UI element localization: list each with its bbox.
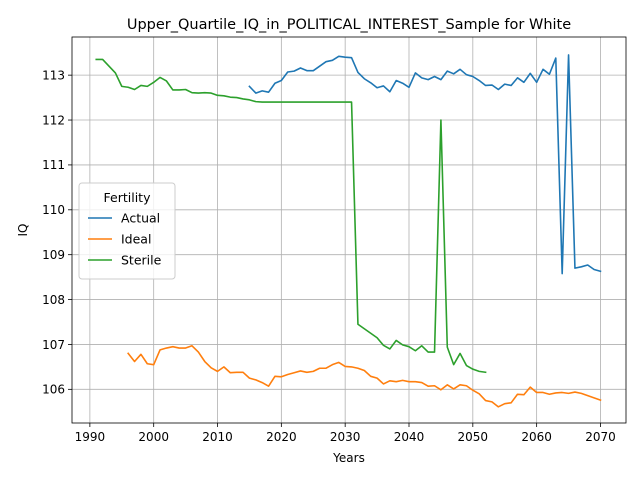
- legend-title: Fertility: [104, 190, 152, 205]
- legend: Fertility Actual Ideal Sterile: [78, 182, 176, 280]
- plot-frame: [71, 36, 627, 424]
- x-tick-label: 2030: [330, 430, 361, 444]
- x-tick-label: 2010: [202, 430, 233, 444]
- y-tick-label: 109: [42, 248, 65, 262]
- series-line-ideal: [127, 344, 602, 408]
- y-axis-label: IQ: [16, 224, 30, 237]
- legend-box: [78, 182, 176, 280]
- y-tick-label: 111: [42, 158, 65, 172]
- y-tick-label: 110: [42, 203, 65, 217]
- legend-label-sterile: Sterile: [121, 253, 162, 268]
- x-tick-label: 2070: [585, 430, 616, 444]
- x-tick-label: 1990: [75, 430, 106, 444]
- y-tick-label: 106: [42, 383, 65, 397]
- series-lines: [95, 54, 602, 408]
- chart-title: Upper_Quartile_IQ_in_POLITICAL_INTEREST_…: [127, 17, 571, 33]
- series-line-sterile: [95, 58, 487, 374]
- legend-label-ideal: Ideal: [121, 232, 151, 247]
- y-tick-label: 113: [42, 68, 65, 82]
- x-axis-label: Years: [332, 451, 365, 465]
- x-tick-label: 2000: [138, 430, 169, 444]
- x-axis-ticks: 1990 2000 2010 2020 2030 2040 2050 2060 2070: [75, 423, 616, 444]
- legend-label-actual: Actual: [121, 211, 160, 226]
- y-axis-ticks: 106 107 108 109 110 111 112 113: [42, 68, 72, 397]
- x-tick-label: 2050: [458, 430, 489, 444]
- y-tick-label: 107: [42, 338, 65, 352]
- x-tick-label: 2020: [266, 430, 297, 444]
- x-tick-label: 2040: [394, 430, 425, 444]
- y-tick-label: 112: [42, 113, 65, 127]
- x-tick-label: 2060: [521, 430, 552, 444]
- y-tick-label: 108: [42, 293, 65, 307]
- series-line-actual: [248, 54, 602, 275]
